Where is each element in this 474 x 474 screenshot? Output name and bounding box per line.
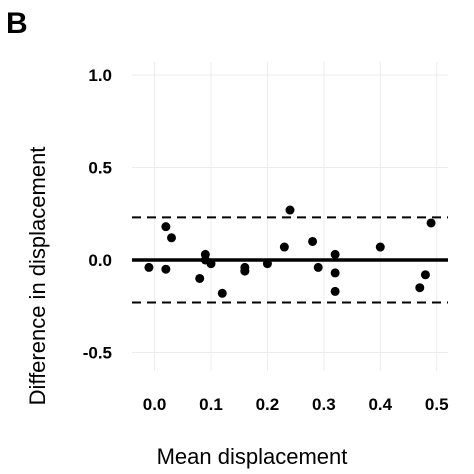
data-point xyxy=(308,236,318,246)
reference-lines xyxy=(132,216,448,304)
data-point xyxy=(217,288,227,298)
data-point xyxy=(313,262,323,272)
data-point xyxy=(279,242,289,252)
data-points xyxy=(144,205,436,298)
data-point xyxy=(167,233,176,243)
data-point xyxy=(415,283,425,293)
data-point xyxy=(240,266,250,276)
data-point xyxy=(420,270,430,280)
x-tick-label: 0.2 xyxy=(256,395,280,414)
data-point xyxy=(330,286,340,296)
y-tick-label: 0.0 xyxy=(88,251,112,270)
y-axis-title: Difference in displacement xyxy=(25,147,50,406)
y-tick-label: -0.5 xyxy=(83,343,112,362)
data-point xyxy=(330,268,340,278)
data-point xyxy=(161,264,171,274)
x-tick-label: 0.5 xyxy=(425,395,449,414)
data-point xyxy=(206,259,216,269)
data-point xyxy=(262,259,272,269)
x-tick-label: 0.0 xyxy=(143,395,167,414)
data-point xyxy=(144,262,154,272)
x-tick-label: 0.3 xyxy=(312,395,336,414)
data-point xyxy=(161,222,171,232)
x-axis-title: Mean displacement xyxy=(157,444,348,469)
tick-labels: 0.0 0.1 0.2 0.3 0.4 0.5 -0.5 0.0 0.5 1.0 xyxy=(83,66,449,414)
data-point xyxy=(330,249,340,259)
panel-label: B xyxy=(6,7,28,40)
data-point xyxy=(285,205,295,215)
y-tick-label: 1.0 xyxy=(88,66,112,85)
x-tick-label: 0.4 xyxy=(368,395,392,414)
x-tick-label: 0.1 xyxy=(199,395,223,414)
data-point xyxy=(426,218,436,228)
y-tick-label: 0.5 xyxy=(88,158,112,177)
data-point xyxy=(195,273,205,283)
data-point xyxy=(375,242,385,252)
